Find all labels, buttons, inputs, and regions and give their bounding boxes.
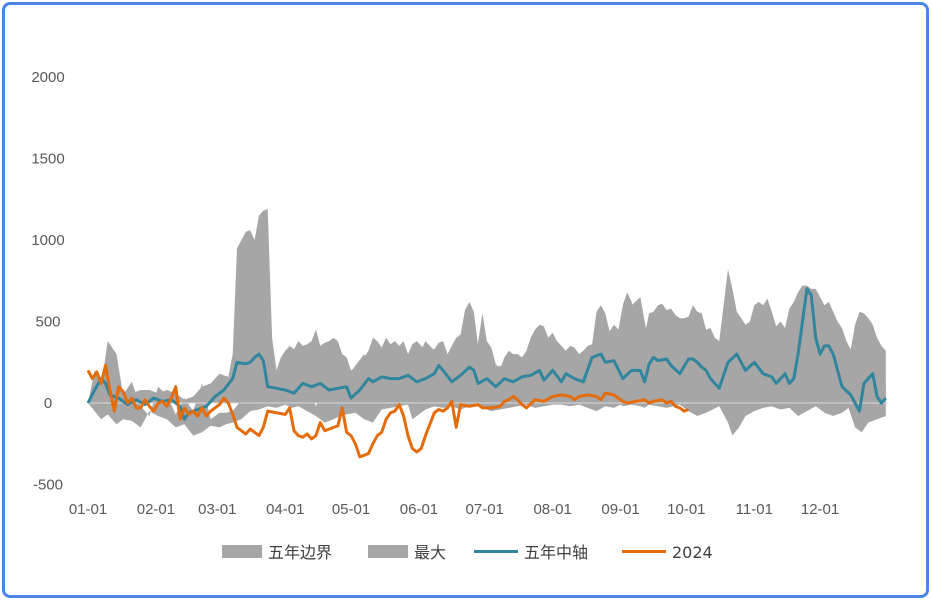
x-tick-label: 09-01 [601,501,639,518]
max-area [88,209,886,403]
legend-five-year-median-label: 五年中轴 [524,543,588,562]
legend-max-swatch [368,545,408,558]
x-tick-label: 11-01 [736,501,773,518]
legend-five-year-band-swatch [222,545,262,558]
legend-max-label: 最大 [414,543,446,562]
y-tick-label: 2000 [31,69,64,86]
x-tick-label: 04-01 [266,501,304,518]
x-tick-label: 02-01 [137,501,175,518]
legend-five-year-band-label: 五年边界 [268,543,332,562]
x-tick-label: 06-01 [400,501,438,518]
legend-2024-label: 2024 [672,543,713,562]
y-tick-label: 0 [44,395,52,412]
x-tick-label: 05-01 [332,501,370,518]
five-year-median-line [86,287,887,421]
x-tick-label: 12-01 [801,501,839,518]
y-tick-label: -500 [33,477,63,494]
x-tick-label: 07-01 [466,501,504,518]
x-tick-label: 03-01 [198,501,236,518]
x-tick-label: 10-01 [667,501,705,518]
series-2024-line [86,364,690,459]
x-tick-label: 01-01 [69,501,107,518]
x-tick-label: 08-01 [533,501,571,518]
y-tick-label: 1000 [31,232,64,249]
y-tick-label: 1500 [31,151,64,168]
y-tick-label: 500 [35,314,60,331]
